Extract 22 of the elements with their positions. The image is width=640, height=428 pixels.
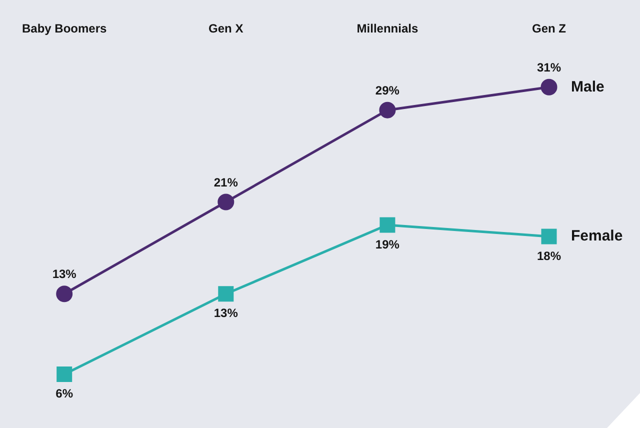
point [56,286,73,302]
series-label: Female [571,228,623,245]
data-label: 13% [52,267,77,282]
point [541,228,557,244]
point [380,217,396,233]
point [379,102,396,118]
data-label: 31% [536,60,562,74]
data-label: 18% [536,248,562,263]
x-tick-label: Gen Z [532,22,566,36]
x-tick-label: Baby Boomers [22,22,108,36]
data-label: 13% [214,306,238,320]
series-label: Male [571,78,604,96]
data-label: 29% [375,83,400,98]
data-label: 19% [375,237,400,252]
point [218,194,234,210]
x-tick-label: Gen X [208,22,244,36]
data-label: 6% [56,386,74,401]
point [540,78,558,96]
point [218,286,234,302]
point [56,366,72,382]
data-label: 21% [214,175,238,190]
x-tick-label: Millennials [356,22,418,36]
